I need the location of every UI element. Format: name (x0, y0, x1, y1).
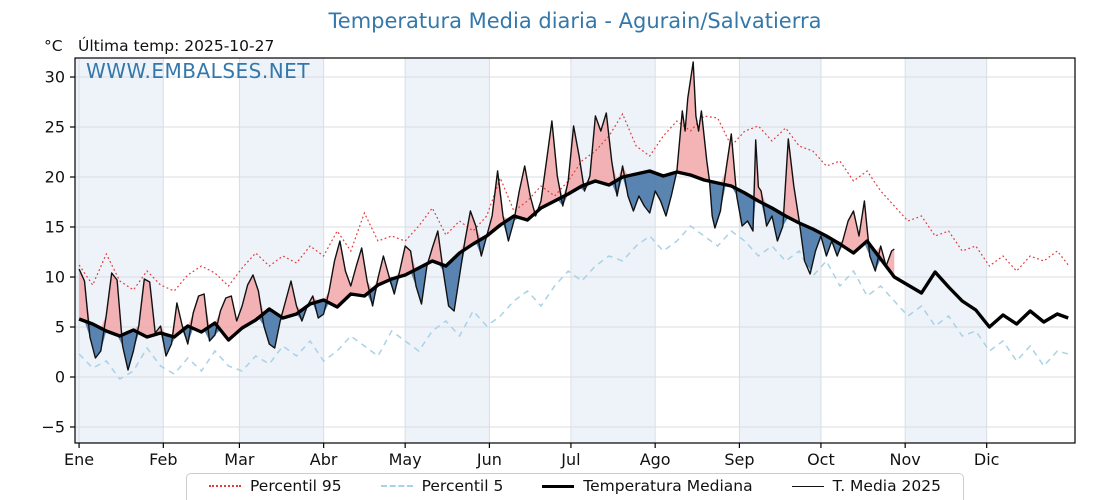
p5-line-sample-icon (380, 485, 413, 487)
t2025-line-sample-icon (791, 485, 824, 487)
x-tick-label: Nov (890, 450, 921, 469)
x-tick-label: Feb (149, 450, 177, 469)
y-tick-label: −5 (41, 418, 65, 437)
month-band (163, 58, 240, 443)
month-band (905, 58, 987, 443)
x-tick-label: Mar (224, 450, 255, 469)
legend-item-t-media-2025: T. Media 2025 (791, 477, 941, 500)
legend-label: Temperatura Mediana (583, 477, 753, 495)
legend-label: Percentil 95 (250, 477, 342, 495)
month-band (986, 58, 1075, 443)
y-axis-unit-label: °C (44, 37, 63, 55)
y-tick-label: 10 (45, 268, 65, 287)
legend-label: T. Media 2025 (832, 477, 941, 495)
x-tick-label: May (389, 450, 422, 469)
series-percentil-95 (78, 112, 1069, 292)
chart-title: Temperatura Media diaria - Agurain/Salva… (328, 9, 822, 33)
x-tick-label: Oct (807, 450, 835, 469)
legend-item-percentil-5: Percentil 5 (380, 477, 504, 500)
chart-legend: Percentil 95 Percentil 5 Temperatura Med… (186, 473, 964, 500)
legend-item-mediana: Temperatura Mediana (542, 477, 753, 500)
legend-item-percentil-95: Percentil 95 (209, 477, 342, 500)
x-tick-label: Jul (560, 450, 580, 469)
plot-frame (74, 57, 1076, 444)
month-band (75, 58, 164, 443)
month-band (239, 58, 324, 443)
legend-label: Percentil 5 (421, 477, 504, 495)
series-percentil-5 (78, 224, 1069, 380)
p95-line-sample-icon (209, 485, 241, 487)
median-line-sample-icon (542, 484, 575, 488)
y-tick-label: 25 (45, 118, 65, 137)
month-band (323, 58, 406, 443)
y-tick-label: 0 (55, 368, 65, 387)
watermark-text: WWW.EMBALSES.NET (86, 59, 311, 83)
series-temperatura-mediana (78, 169, 1069, 342)
x-tick-label: Sep (724, 450, 754, 469)
y-tick-label: 5 (55, 318, 65, 337)
series-t-media-2025 (78, 61, 895, 371)
x-tick-label: Dic (974, 450, 1000, 469)
month-band (405, 58, 490, 443)
x-tick-label: Ago (640, 450, 671, 469)
x-tick-label: Jun (476, 450, 502, 469)
x-tick-label: Ene (64, 450, 94, 469)
y-tick-label: 15 (45, 218, 65, 237)
month-band (489, 58, 571, 443)
x-tick-label: Abr (310, 450, 338, 469)
y-tick-label: 20 (45, 168, 65, 187)
last-temp-label: Última temp: 2025-10-27 (78, 37, 275, 55)
month-band (655, 58, 740, 443)
y-tick-label: 30 (45, 68, 65, 87)
month-band (570, 58, 656, 443)
